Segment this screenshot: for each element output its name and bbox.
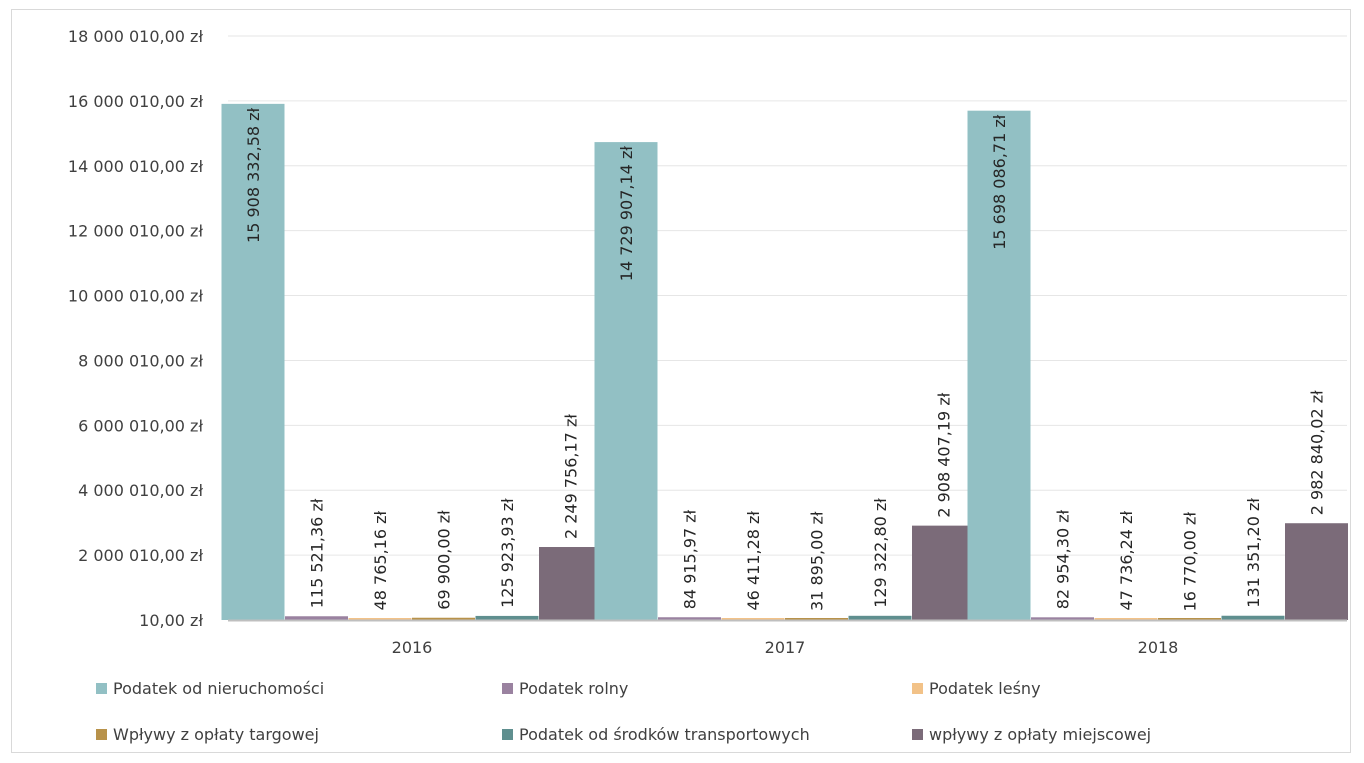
bar xyxy=(1285,523,1348,620)
data-label: 2 249 756,17 zł xyxy=(562,414,581,539)
bars xyxy=(221,103,1348,621)
legend-label: wpływy z opłaty miejscowej xyxy=(929,725,1151,744)
bar xyxy=(1221,615,1285,620)
data-label: 69 900,00 zł xyxy=(435,510,454,610)
y-tick-label: 8 000 010,00 zł xyxy=(78,351,203,370)
bar xyxy=(1031,617,1094,620)
bar xyxy=(1094,618,1158,620)
legend-swatch xyxy=(502,729,513,740)
legend: Podatek od nieruchomości Podatek rolny Pod… xyxy=(96,679,1151,744)
data-label: 2 982 840,02 zł xyxy=(1308,390,1327,515)
legend-label: Wpływy z opłaty targowej xyxy=(113,725,319,744)
bar xyxy=(1158,618,1221,620)
data-label: 15 908 332,58 zł xyxy=(244,107,263,243)
x-tick-label: 2017 xyxy=(765,638,806,657)
x-axis: 2016 2017 2018 xyxy=(228,619,1347,657)
gridlines xyxy=(228,35,1347,556)
data-label: 84 915,97 zł xyxy=(681,509,700,609)
y-tick-label: 10,00 zł xyxy=(139,611,203,630)
legend-swatch xyxy=(912,683,923,694)
bar xyxy=(912,525,975,620)
data-label: 2 908 407,19 zł xyxy=(935,392,954,517)
data-label: 46 411,28 zł xyxy=(744,511,763,611)
y-tick-label: 12 000 010,00 zł xyxy=(68,222,204,241)
data-label: 125 923,93 zł xyxy=(498,498,517,608)
bar xyxy=(785,618,848,620)
data-label: 129 322,80 zł xyxy=(871,498,890,608)
bar xyxy=(221,103,285,621)
legend-label: Podatek rolny xyxy=(519,679,628,698)
y-tick-label: 6 000 010,00 zł xyxy=(78,416,203,435)
bar xyxy=(285,616,348,620)
bar xyxy=(658,617,721,620)
legend-swatch xyxy=(96,729,107,740)
data-label: 16 770,00 zł xyxy=(1181,512,1200,612)
data-label: 15 698 086,71 zł xyxy=(990,114,1009,250)
bar xyxy=(594,142,658,620)
legend-label: Podatek leśny xyxy=(929,679,1041,698)
data-label: 14 729 907,14 zł xyxy=(617,146,636,282)
y-tick-label: 4 000 010,00 zł xyxy=(78,481,203,500)
legend-swatch xyxy=(912,729,923,740)
y-tick-label: 14 000 010,00 zł xyxy=(68,157,204,176)
y-tick-label: 10 000 010,00 zł xyxy=(68,287,204,306)
bar xyxy=(539,547,602,620)
bar xyxy=(348,618,412,620)
data-label: 115 521,36 zł xyxy=(308,498,327,608)
bar xyxy=(848,615,912,620)
y-axis: 10,00 zł 2 000 010,00 zł 4 000 010,00 zł 6 … xyxy=(68,27,204,630)
legend-label: Podatek od środków transportowych xyxy=(519,725,810,744)
data-label: 48 765,16 zł xyxy=(371,511,390,611)
data-label: 47 736,24 zł xyxy=(1117,511,1136,611)
y-tick-label: 16 000 010,00 zł xyxy=(68,92,204,111)
bar xyxy=(475,615,539,620)
data-labels: 15 908 332,58 zł 115 521,36 zł 48 765,16 z… xyxy=(244,107,1327,611)
legend-swatch xyxy=(502,683,513,694)
data-label: 82 954,30 zł xyxy=(1054,509,1073,609)
data-label: 31 895,00 zł xyxy=(808,511,827,611)
bar xyxy=(412,617,475,620)
y-tick-label: 18 000 010,00 zł xyxy=(68,27,204,46)
data-label: 131 351,20 zł xyxy=(1244,498,1263,608)
bar xyxy=(721,618,785,620)
x-tick-label: 2016 xyxy=(392,638,433,657)
x-tick-label: 2018 xyxy=(1138,638,1179,657)
legend-label: Podatek od nieruchomości xyxy=(113,679,324,698)
bar xyxy=(967,110,1031,620)
y-tick-label: 2 000 010,00 zł xyxy=(78,546,203,565)
legend-swatch xyxy=(96,683,107,694)
